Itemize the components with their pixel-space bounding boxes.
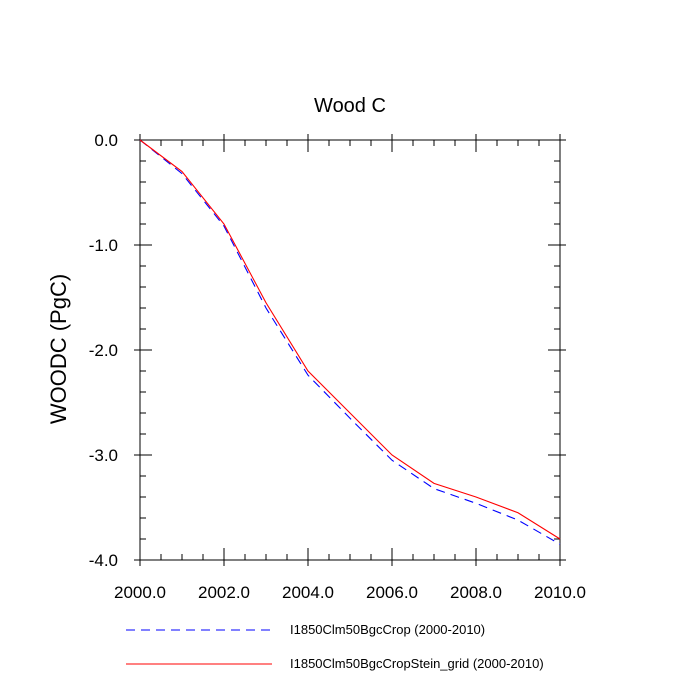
y-tick-label: 0.0 <box>94 131 118 150</box>
x-tick-label: 2000.0 <box>114 583 166 602</box>
axis-ticks <box>134 134 566 566</box>
legend: I1850Clm50BgcCrop (2000-2010) I1850Clm50B… <box>126 622 544 671</box>
series-line-1 <box>139 139 561 545</box>
y-tick-label: -4.0 <box>89 551 118 570</box>
plot-frame <box>139 139 561 561</box>
x-tick-label: 2010.0 <box>534 583 586 602</box>
legend-label-1: I1850Clm50BgcCrop (2000-2010) <box>290 622 485 637</box>
y-tick-label: -3.0 <box>89 446 118 465</box>
legend-label-2: I1850Clm50BgcCropStein_grid (2000-2010) <box>290 656 544 671</box>
x-tick-label: 2002.0 <box>198 583 250 602</box>
x-tick-label: 2008.0 <box>450 583 502 602</box>
x-tick-label: 2006.0 <box>366 583 418 602</box>
y-tick-label: -2.0 <box>89 341 118 360</box>
chart-title: Wood C <box>314 95 386 117</box>
y-axis-label: WOODC (PgC) <box>46 274 71 424</box>
y-tick-label: -1.0 <box>89 236 118 255</box>
x-tick-label: 2004.0 <box>282 583 334 602</box>
series-line-2 <box>139 139 561 540</box>
axis-tick-labels: 2000.0 2002.0 2004.0 2006.0 2008.0 2010.0 0.0 -… <box>89 131 586 602</box>
series-lines <box>139 139 561 545</box>
